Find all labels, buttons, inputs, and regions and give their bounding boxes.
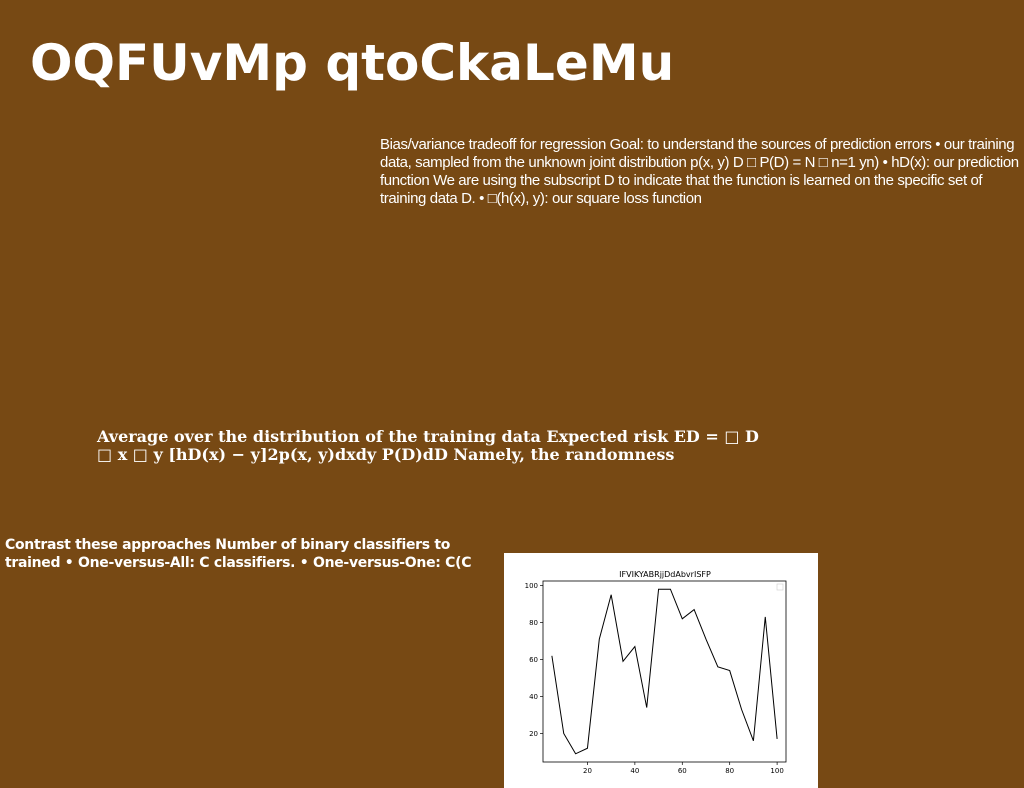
y-tick-label: 100 bbox=[525, 582, 538, 590]
classifier-approaches-line-2: trained • One-versus-All: C classifiers.… bbox=[5, 555, 472, 571]
classifier-approaches-line-1: Contrast these approaches Number of bina… bbox=[5, 537, 451, 553]
x-tick-label: 80 bbox=[725, 767, 734, 775]
series-line bbox=[551, 588, 778, 755]
bias-variance-paragraph: Bias/variance tradeoff for regression Go… bbox=[380, 136, 1019, 207]
y-axis-ticks: 20 40 60 80 100 bbox=[525, 582, 543, 738]
x-tick-label: 20 bbox=[583, 767, 592, 775]
y-tick-label: 60 bbox=[529, 656, 538, 664]
y-tick-label: 40 bbox=[529, 693, 538, 701]
classifier-approaches-paragraph: Contrast these approaches Number of bina… bbox=[5, 536, 505, 572]
legend-box bbox=[776, 583, 784, 591]
line-chart: IFVIKYABRjjDdAbvrISFP 20 40 60 80 100 20 40 60… bbox=[504, 553, 818, 788]
x-tick-label: 60 bbox=[678, 767, 687, 775]
plot-frame bbox=[542, 580, 787, 763]
x-tick-label: 100 bbox=[770, 767, 783, 775]
x-axis-ticks: 20 40 60 80 100 bbox=[583, 762, 784, 775]
series-layer bbox=[551, 588, 778, 755]
chart-title: IFVIKYABRjjDdAbvrISFP bbox=[619, 570, 711, 579]
x-tick-label: 40 bbox=[630, 767, 639, 775]
expected-risk-paragraph: Average over the distribution of the tra… bbox=[97, 427, 759, 464]
line-chart-svg: IFVIKYABRjjDdAbvrISFP 20 40 60 80 100 20 40 60… bbox=[525, 570, 787, 775]
y-tick-label: 80 bbox=[529, 619, 538, 627]
page-title: OQFUvMp qtoCkaLeMu bbox=[30, 34, 675, 92]
y-tick-label: 20 bbox=[529, 730, 538, 738]
